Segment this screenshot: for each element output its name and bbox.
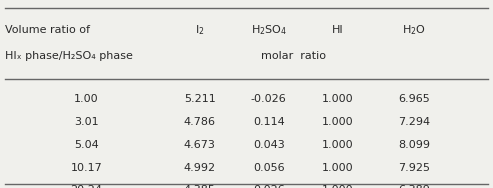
Text: 1.000: 1.000 [322, 162, 353, 173]
Text: 1.000: 1.000 [322, 117, 353, 127]
Text: 10.17: 10.17 [70, 162, 102, 173]
Text: 0.056: 0.056 [253, 162, 284, 173]
Text: H$_2$O: H$_2$O [402, 23, 426, 37]
Text: 3.01: 3.01 [74, 117, 99, 127]
Text: HI: HI [332, 25, 344, 35]
Text: molar  ratio: molar ratio [261, 51, 326, 61]
Text: 4.673: 4.673 [184, 139, 215, 150]
Text: 4.786: 4.786 [184, 117, 215, 127]
Text: 0.114: 0.114 [253, 117, 284, 127]
Text: 20.24: 20.24 [70, 185, 102, 188]
Text: 0.043: 0.043 [253, 139, 284, 150]
Text: 4.992: 4.992 [183, 162, 216, 173]
Text: 4.385: 4.385 [184, 185, 215, 188]
Text: 7.925: 7.925 [398, 162, 430, 173]
Text: 1.000: 1.000 [322, 94, 353, 104]
Text: 6.965: 6.965 [398, 94, 430, 104]
Text: 8.099: 8.099 [398, 139, 430, 150]
Text: Volume ratio of: Volume ratio of [5, 25, 90, 35]
Text: 1.000: 1.000 [322, 185, 353, 188]
Text: I$_2$: I$_2$ [195, 23, 205, 37]
Text: 5.04: 5.04 [74, 139, 99, 150]
Text: HIₓ phase/H₂SO₄ phase: HIₓ phase/H₂SO₄ phase [5, 51, 133, 61]
Text: 6.389: 6.389 [398, 185, 430, 188]
Text: H$_2$SO$_4$: H$_2$SO$_4$ [250, 23, 287, 37]
Text: 1.000: 1.000 [322, 139, 353, 150]
Text: 1.00: 1.00 [74, 94, 99, 104]
Text: 0.026: 0.026 [253, 185, 284, 188]
Text: 7.294: 7.294 [398, 117, 430, 127]
Text: 5.211: 5.211 [184, 94, 215, 104]
Text: -0.026: -0.026 [251, 94, 286, 104]
